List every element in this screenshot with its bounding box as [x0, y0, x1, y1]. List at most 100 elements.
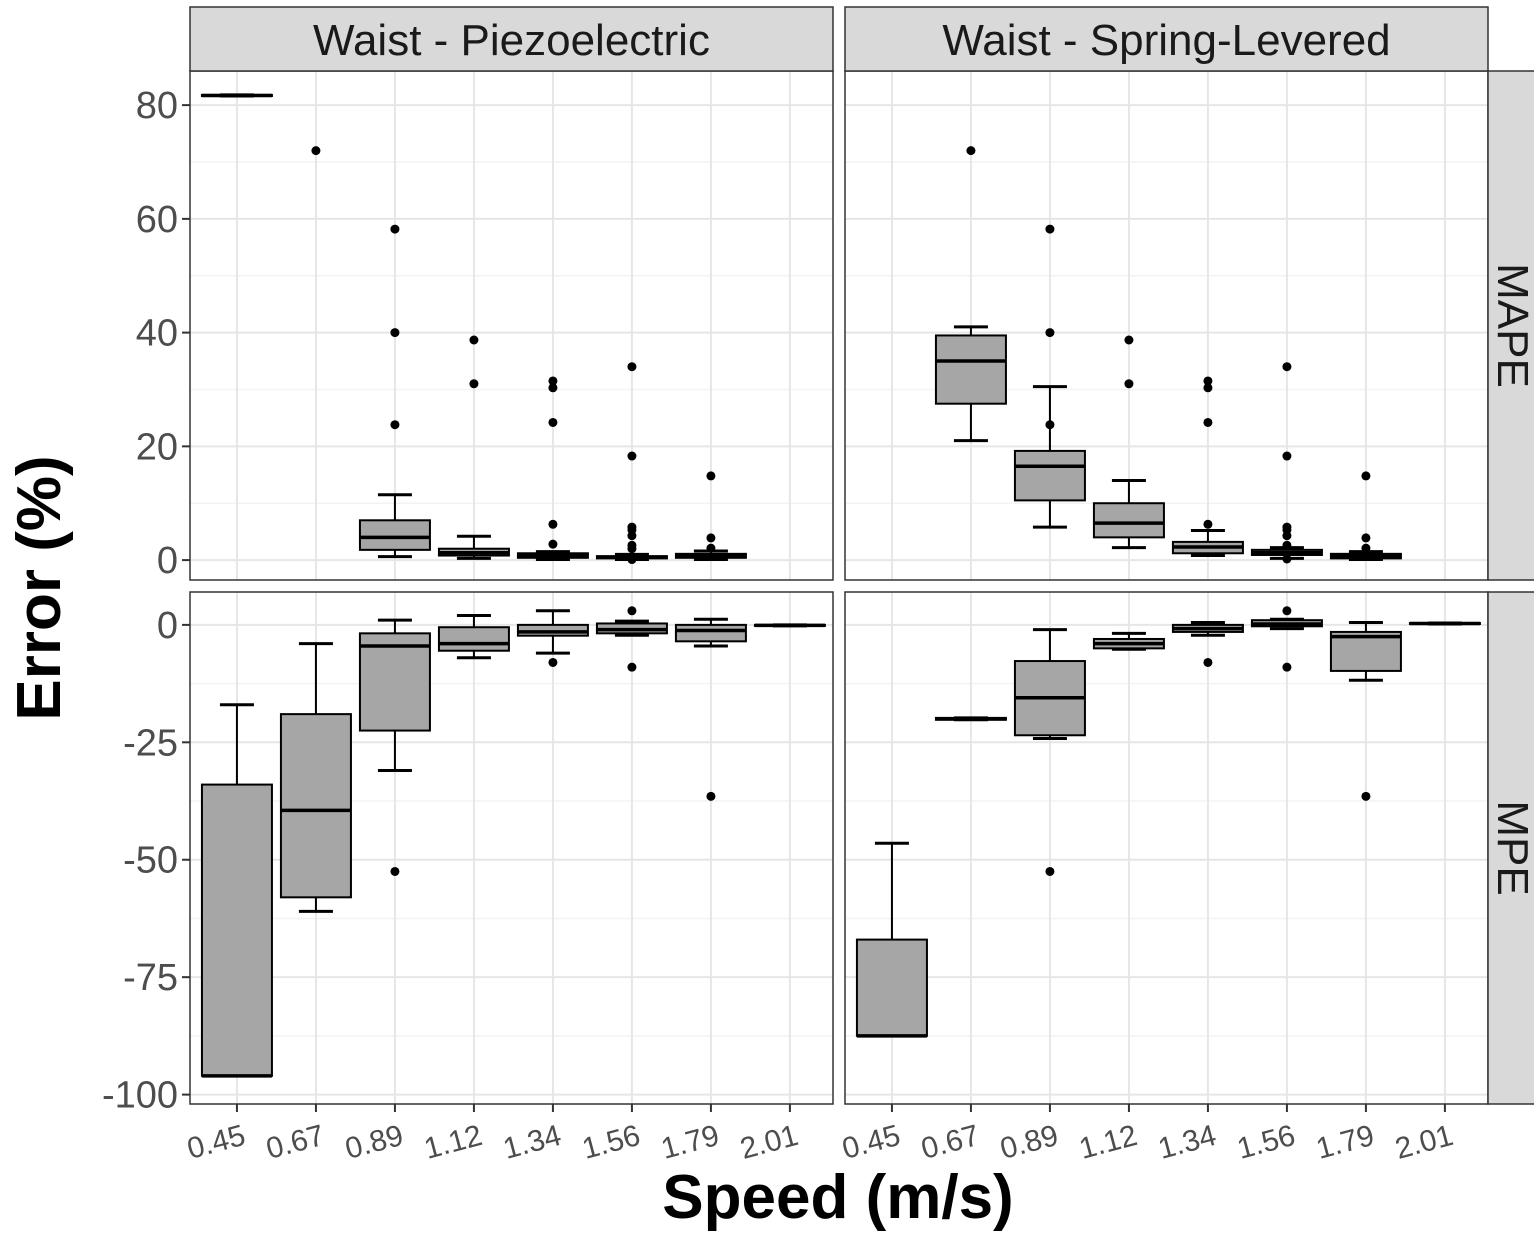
y-tick-label: 60: [136, 199, 178, 241]
outlier-point: [1282, 663, 1291, 672]
y-axis-mape: 0 20 40 60 80: [136, 85, 190, 582]
strip-label: MPE: [1488, 800, 1534, 895]
outlier-point: [627, 362, 636, 371]
outlier-point: [1361, 792, 1370, 801]
outlier-point: [1361, 533, 1370, 542]
row-strip-mape: MAPE: [1488, 71, 1534, 580]
outlier-point: [1282, 531, 1291, 540]
outlier-point: [1203, 383, 1212, 392]
y-tick-label: 40: [136, 313, 178, 355]
outlier-point: [627, 555, 636, 564]
outlier-point: [1045, 225, 1054, 234]
x-tick-label: 1.79: [658, 1119, 723, 1166]
y-axis-mpe: 0 -25 -50 -75 -100: [102, 605, 190, 1117]
box-0.45: [202, 95, 272, 96]
x-tick-label: 1.56: [579, 1119, 644, 1166]
y-tick-label: -50: [123, 840, 178, 882]
outlier-point: [627, 452, 636, 461]
outlier-point: [1045, 328, 1054, 337]
outlier-point: [1203, 418, 1212, 427]
x-tick-label: 1.12: [1076, 1119, 1141, 1166]
outlier-point: [548, 520, 557, 529]
panels-layer: [190, 71, 1488, 1104]
box-body: [202, 785, 272, 1076]
x-tick-label: 0.45: [184, 1119, 249, 1166]
outlier-point: [548, 658, 557, 667]
outlier-point: [1124, 379, 1133, 388]
outlier-point: [1045, 867, 1054, 876]
outlier-point: [627, 544, 636, 553]
strip-label: Waist - Piezoelectric: [313, 16, 710, 65]
outlier-point: [1282, 606, 1291, 615]
outlier-point: [1282, 452, 1291, 461]
outlier-point: [1361, 471, 1370, 480]
y-tick-label: 20: [136, 426, 178, 468]
outlier-point: [1045, 420, 1054, 429]
x-tick-label: 2.01: [1392, 1119, 1457, 1166]
box-body: [360, 520, 430, 550]
x-axis-spring-levered: 0.45 0.67 0.89 1.12 1.34 1.56 1.79 2.01: [839, 1104, 1457, 1166]
box-2.01: [1410, 623, 1480, 624]
outlier-point: [706, 471, 715, 480]
panel-spring-levered-mpe: [845, 592, 1488, 1104]
x-tick-label: 1.79: [1313, 1119, 1378, 1166]
box-body: [676, 625, 746, 641]
x-tick-label: 1.56: [1234, 1119, 1299, 1166]
y-tick-label: -75: [123, 957, 178, 999]
outlier-point: [1361, 544, 1370, 553]
x-tick-label: 0.45: [839, 1119, 904, 1166]
y-tick-label: -100: [102, 1075, 178, 1117]
box-2.01: [755, 625, 825, 626]
panel-piezoelectric-mpe: [190, 592, 833, 1104]
outlier-point: [311, 146, 320, 155]
outlier-point: [548, 540, 557, 549]
outlier-point: [627, 531, 636, 540]
strip-label: MAPE: [1488, 263, 1534, 388]
outlier-point: [390, 328, 399, 337]
outlier-point: [390, 420, 399, 429]
outlier-point: [548, 383, 557, 392]
x-tick-label: 1.34: [500, 1119, 565, 1166]
x-axis-piezoelectric: 0.45 0.67 0.89 1.12 1.34 1.56 1.79 2.01: [184, 1104, 802, 1166]
y-tick-label: -25: [123, 722, 178, 764]
row-strip-mpe: MPE: [1488, 592, 1534, 1104]
x-tick-label: 1.12: [421, 1119, 486, 1166]
outlier-point: [706, 792, 715, 801]
outlier-point: [627, 606, 636, 615]
panel-spring-levered-mape: [845, 71, 1488, 580]
box-body: [1015, 451, 1085, 500]
outlier-point: [469, 379, 478, 388]
column-strip-spring-levered: Waist - Spring-Levered: [845, 7, 1488, 71]
y-tick-label: 80: [136, 85, 178, 127]
box-0.67: [311, 146, 320, 155]
box-body: [360, 633, 430, 730]
box-body: [1094, 503, 1164, 537]
outlier-point: [1124, 336, 1133, 345]
outlier-point: [469, 336, 478, 345]
y-tick-label: 0: [157, 605, 178, 647]
box-body: [281, 714, 351, 897]
box-body: [936, 335, 1006, 403]
outlier-point: [1282, 554, 1291, 563]
outlier-point: [627, 663, 636, 672]
x-tick-label: 2.01: [737, 1119, 802, 1166]
x-tick-label: 1.34: [1155, 1119, 1220, 1166]
outlier-point: [1203, 520, 1212, 529]
outlier-point: [706, 533, 715, 542]
x-tick-label: 0.89: [342, 1119, 407, 1166]
x-tick-label: 0.67: [918, 1119, 983, 1166]
y-tick-label: 0: [157, 540, 178, 582]
outlier-point: [390, 225, 399, 234]
outlier-point: [548, 418, 557, 427]
strip-label: Waist - Spring-Levered: [942, 16, 1390, 65]
outlier-point: [1203, 658, 1212, 667]
box-body: [439, 627, 509, 650]
outlier-point: [1282, 362, 1291, 371]
outlier-point: [1282, 541, 1291, 550]
x-axis-title: Speed (m/s): [662, 1163, 1013, 1232]
column-strip-piezoelectric: Waist - Piezoelectric: [190, 7, 833, 71]
box-body: [857, 940, 927, 1036]
outlier-point: [966, 146, 975, 155]
